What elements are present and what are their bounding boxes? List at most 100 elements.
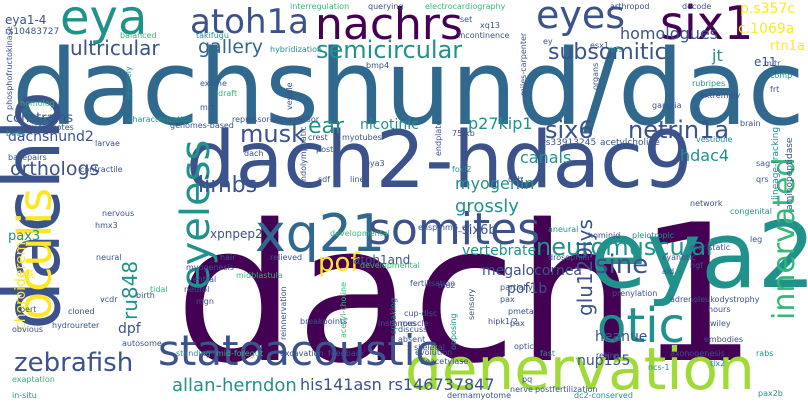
- word-interregulation: interregulation: [290, 2, 350, 11]
- word-post: post: [316, 145, 334, 154]
- word-exaptation: exaptation: [12, 375, 55, 384]
- word-semicircular: semicircular: [316, 36, 463, 64]
- word-ald: ald: [662, 267, 675, 276]
- word-ganglia: ganglia: [652, 101, 682, 110]
- word-nervous: nervous: [102, 209, 135, 218]
- word-network: network: [690, 199, 723, 208]
- word-homologues: homologues: [620, 24, 719, 43]
- word-severely: severely: [124, 66, 133, 100]
- word-skeletal: skeletal: [414, 343, 445, 352]
- word-dachshund2: dachshund2: [8, 129, 94, 145]
- word-rs10483727: rs10483727: [5, 27, 60, 37]
- word-developmental: developmental: [330, 229, 390, 238]
- word-absent: absent: [398, 335, 426, 344]
- word-retinal: retinal: [596, 351, 622, 360]
- word-e11: e11: [754, 55, 777, 69]
- word-standing: standing: [176, 349, 211, 358]
- word-pof: pof: [318, 248, 360, 278]
- word-midblastula: midblastula: [236, 271, 283, 280]
- word-hominid: hominid: [588, 231, 621, 240]
- word-vertebrate: vertebrate: [462, 243, 537, 259]
- word-dc2-conserved: dc2-conserved: [574, 391, 633, 400]
- word-pax-2: pax: [510, 319, 525, 328]
- word-acetylcholine: acetylcholine: [600, 138, 660, 148]
- word-jt: jt: [712, 46, 723, 65]
- word-electrocardiography: electrocardiography: [425, 2, 506, 11]
- word-statoacoustic: statoacoustic: [158, 326, 439, 375]
- word-arthropod: arthropod: [610, 2, 650, 11]
- word-gallery: gallery: [198, 36, 264, 58]
- word-leg: leg: [750, 235, 763, 244]
- word-incontinence: incontinence: [458, 31, 510, 40]
- word-evolution: evolution: [415, 348, 453, 357]
- word-atoh1a: atoh1a: [190, 2, 309, 42]
- word-myotubes: myotubes: [342, 133, 382, 142]
- word-developmental-2: developmental: [360, 261, 420, 270]
- word-rs33913245: rs33913245: [542, 138, 597, 148]
- word-exome: exome: [200, 79, 227, 88]
- word-dach: dach: [244, 149, 264, 158]
- word-atoh1and: atoh1and: [353, 253, 411, 267]
- word-musk: musk: [240, 120, 305, 148]
- word-homozygotes: homozygotes: [20, 123, 74, 132]
- word-qrs: qrs: [756, 175, 769, 184]
- word-rubripes: rubripes: [692, 79, 726, 88]
- word-balanced: balanced: [120, 31, 157, 40]
- word-esx1: esx1: [590, 41, 609, 50]
- word-c-1069a: c.1069a: [738, 21, 795, 37]
- word-somites: somites: [368, 204, 541, 255]
- word-drosophila: drosophila: [548, 253, 590, 262]
- word-vesicle: vesicle: [285, 82, 294, 110]
- word-asc: asc: [22, 271, 36, 280]
- word-zebrafish: zebrafish: [14, 348, 134, 378]
- word-embodies: embodies: [704, 335, 744, 344]
- word-pq: pq: [522, 375, 533, 384]
- word-pmeta: pmeta: [508, 307, 534, 316]
- word-xq21: xq21: [255, 204, 385, 264]
- word-nerve: nerve: [510, 385, 533, 394]
- word-buds: buds: [6, 129, 26, 138]
- word-cloned: cloned: [68, 307, 95, 316]
- word-tidal: tidal: [150, 285, 168, 294]
- word-axonogenesis: axonogenesis: [670, 349, 725, 358]
- word-megalocornea: megalocornea: [482, 263, 583, 279]
- word-optic: optic: [514, 342, 534, 351]
- word-endplate: endplate: [434, 120, 443, 156]
- word-fast: fast: [540, 349, 556, 358]
- word-mgn: mgn: [196, 297, 214, 306]
- word-moz: moz: [438, 281, 455, 290]
- word-pleiotropic: pleiotropic: [632, 231, 675, 240]
- word-rs146737847: rs146737847: [388, 375, 495, 394]
- word-opposing: opposing: [449, 313, 458, 350]
- word-draft: draft: [218, 89, 238, 98]
- word-cyanotic: cyanotic: [662, 253, 696, 262]
- word-muscle: muscle: [400, 319, 429, 328]
- word-cup-disc: cup-disc: [404, 309, 438, 318]
- word-prenylation: prenylation: [612, 289, 658, 298]
- word-hmx3: hmx3: [95, 221, 118, 230]
- word-mrt: mrt: [200, 103, 215, 112]
- word-dach2-hdac9: dach2-hdac9: [186, 116, 693, 206]
- word-foxl2: foxl2: [452, 165, 472, 174]
- word-ventral: ventral: [188, 275, 217, 284]
- word-sine: sine: [595, 250, 649, 280]
- word-neuromuscular: neuromuscular: [536, 233, 716, 261]
- word-bmp4: bmp4: [366, 61, 390, 70]
- word-sdf: sdf: [318, 175, 331, 184]
- word-netrin1a: netrin1a: [628, 116, 730, 144]
- word-dachshund-dach: dachshund/dach: [12, 27, 808, 149]
- word-deacetylase: deacetylase: [420, 357, 469, 366]
- word-basepairs: basepairs: [8, 153, 47, 162]
- word-allan-herndon: allan-herndon: [172, 375, 297, 396]
- word-set: set: [460, 15, 473, 24]
- word-ey: ey: [543, 37, 553, 46]
- word-extremely: extremely: [700, 91, 741, 100]
- word-fertilisation: fertilisation: [410, 279, 456, 288]
- word-miles-carpenter: miles-carpenter: [519, 32, 528, 96]
- word-congenital: congenital: [730, 207, 772, 216]
- word-hours: hours: [708, 305, 731, 314]
- word-hipk1-2: hipk1/2: [488, 317, 518, 326]
- word-adrenoleukodystrophy: adrenoleukodystrophy: [670, 295, 760, 304]
- word-dach1: dach1: [175, 184, 758, 404]
- word-heanue: heanue: [595, 329, 648, 345]
